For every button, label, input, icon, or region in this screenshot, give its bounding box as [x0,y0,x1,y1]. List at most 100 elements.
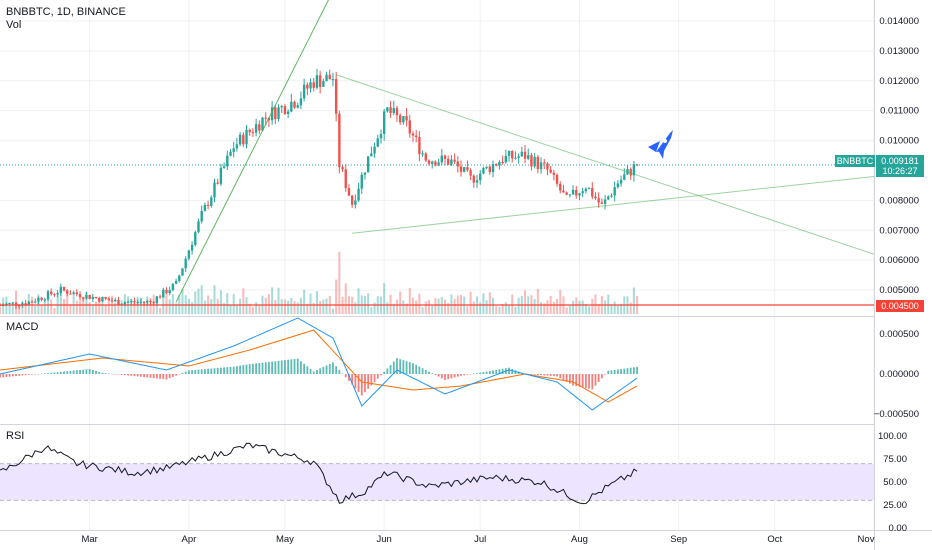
volume-bar [219,290,222,314]
volume-bar [578,300,581,314]
macd-pane[interactable] [0,317,638,411]
macd-histogram-bar [623,368,626,374]
volume-bar [303,289,306,314]
macd-histogram-bar [396,358,398,374]
bar-countdown: 10:26:27 [882,166,917,176]
candle-body [274,107,277,120]
trendlines[interactable] [175,0,875,303]
volume-bar [53,307,56,314]
macd-histogram-bar [242,365,245,374]
candle-body [552,172,556,175]
volume-bar [98,299,101,314]
candle-body [623,174,626,180]
candle-body [389,107,392,114]
macd-histogram-bar [56,372,59,374]
candle-body [309,82,312,89]
candle-body [306,84,309,89]
time-tick-label: Nov [858,534,875,545]
macd-histogram-bar [460,374,462,376]
candle-body [482,167,485,174]
time-axis[interactable]: Mar Apr May Jun Jul Aug Sep Oct Nov [81,534,874,545]
candle-body [62,286,66,291]
candle-body [178,275,181,282]
candle-body [414,135,418,138]
volume-bar [69,304,72,314]
candle-body [328,74,331,80]
macd-histogram-bar [392,361,395,374]
candle-body [69,293,72,295]
price-pane[interactable] [0,0,875,314]
volume-bar [453,299,456,314]
volume-bar [466,306,469,314]
candle-body [488,166,492,173]
candle-body [395,108,399,116]
candle-body [613,187,616,196]
volume-bar [226,293,229,314]
axis-tick-label: 0.00 [889,523,908,534]
volume-bar [50,299,53,314]
volume-bar [418,293,421,314]
volume-bar [434,298,437,314]
macd-histogram-bar [27,374,30,375]
volume-bar [210,299,213,314]
price-axis[interactable]: 0.014000 0.013000 0.012000 0.011000 0.010000… [879,16,919,296]
macd-axis[interactable]: 0.000500 0.000000 −0.000500 [874,329,919,420]
macd-histogram-bar [280,360,283,374]
macd-histogram-bar [325,365,328,374]
rsi-axis[interactable]: 100.00 75.00 50.00 25.00 0.00 [878,431,907,534]
volume-bar [511,294,514,314]
volume-bar [331,308,334,314]
rsi-label[interactable]: RSI [6,430,25,442]
symbol-title[interactable]: BNBBTC, 1D, BINANCE [6,6,126,18]
macd-histogram-bar [203,369,206,374]
candle-body [30,301,34,303]
macd-histogram-bar [104,373,107,374]
candle-body [447,158,450,165]
candle-body [584,188,588,192]
time-tick-label: May [276,534,294,545]
volume-bar [283,299,286,314]
volume-bar [498,306,501,314]
macd-histogram-bar [508,367,510,374]
macd-histogram-bar [348,374,350,381]
volume-label[interactable]: Vol [6,19,22,31]
candle-body [280,106,283,108]
macd-histogram-bar [319,368,322,374]
macd-label[interactable]: MACD [6,321,39,333]
macd-histogram-bar [88,369,91,374]
rsi-pane[interactable] [0,442,874,505]
macd-histogram-bar [120,374,123,375]
candle-body [357,188,360,201]
volume-bar [581,300,584,314]
macd-histogram-bar [408,362,411,374]
volume-bar [0,306,1,314]
candle-body [184,258,187,269]
candle-body [536,156,540,170]
volume-bar [203,300,206,314]
volume-bar [213,285,216,314]
candle-body [546,163,549,170]
macd-histogram-bar [364,374,366,393]
candle-body [146,300,149,303]
candle-body [376,138,379,147]
macd-histogram-bar [111,373,113,375]
volume-bar [402,300,405,314]
macd-histogram-bar [344,374,347,378]
volume-bar [392,303,395,314]
macd-histogram-bar [533,374,536,375]
candle-body [479,173,482,181]
macd-histogram-bar [373,374,376,383]
time-tick-label: Oct [767,534,782,545]
axis-tick-label: 0.013000 [879,46,919,57]
macd-histogram-bar [85,369,88,374]
candle-body [571,189,575,195]
candle-body [50,291,53,295]
candle-body [56,292,59,295]
volume-bar [367,293,370,314]
macd-histogram-bar [300,361,302,374]
macd-histogram-bar [437,374,440,377]
volume-bar [357,288,360,314]
candle-body [603,199,607,204]
candle-body [498,162,501,166]
